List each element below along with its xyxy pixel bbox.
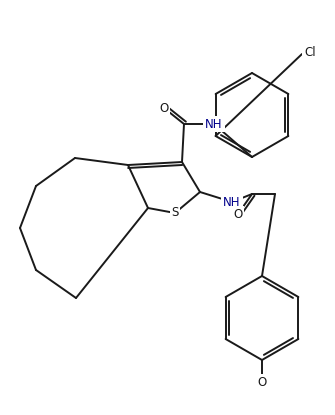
Text: NH: NH bbox=[205, 117, 223, 130]
Text: O: O bbox=[257, 376, 267, 388]
Text: Cl: Cl bbox=[304, 46, 316, 59]
Text: O: O bbox=[233, 208, 243, 220]
Text: S: S bbox=[171, 207, 179, 220]
Text: NH: NH bbox=[223, 195, 241, 208]
Text: O: O bbox=[159, 102, 169, 115]
